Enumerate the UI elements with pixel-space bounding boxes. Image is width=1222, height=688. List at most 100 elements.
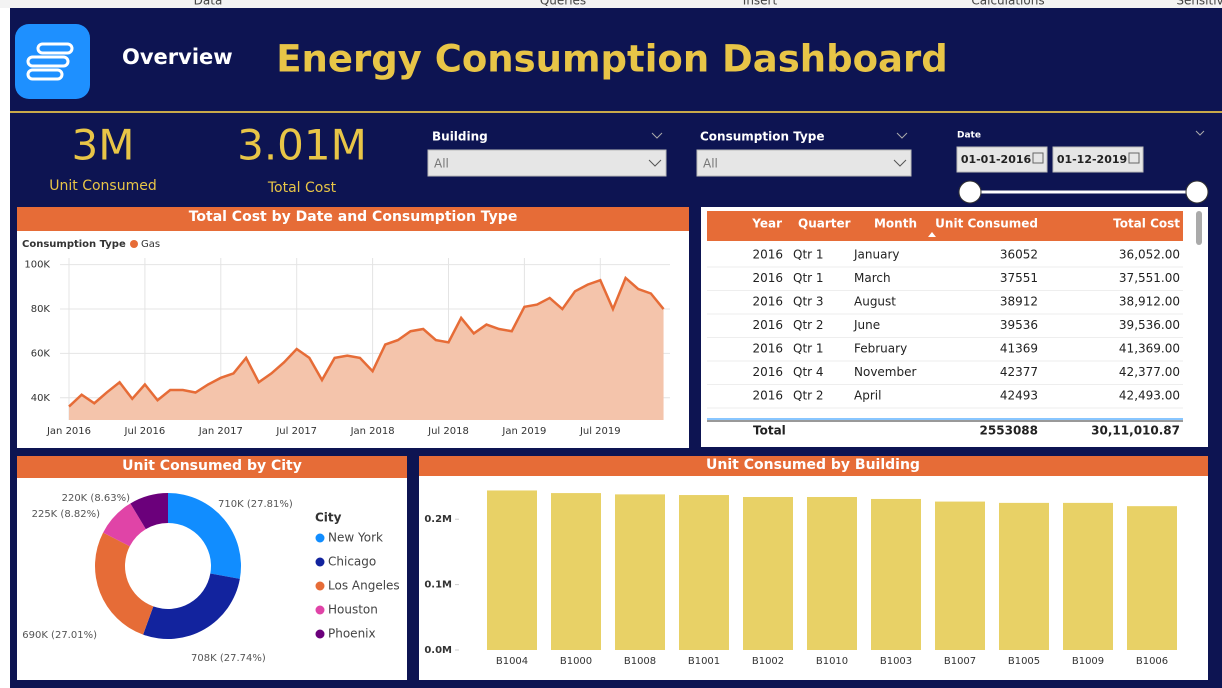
table-cell: 2016 — [752, 248, 783, 262]
data-label: 710K (27.81%) — [218, 499, 293, 510]
table-cell: 42493 — [1000, 389, 1038, 403]
date-input[interactable] — [956, 146, 1048, 173]
panel — [701, 207, 1208, 447]
y-tick-label: 80K — [31, 304, 51, 315]
filter-label: Consumption Type — [700, 130, 825, 144]
table-cell: Qtr 2 — [793, 318, 824, 332]
table-cell: Qtr 3 — [793, 295, 824, 309]
menu-tab[interactable]: Calculations — [971, 0, 1044, 8]
y-tick-label: 0.0M — [424, 645, 452, 656]
table-cell: Qtr 4 — [793, 365, 824, 379]
menu-tab[interactable]: Sensitiv — [1176, 0, 1222, 8]
sort-arrow[interactable] — [928, 232, 936, 237]
calendar-icon — [1128, 152, 1140, 164]
table-cell: January — [853, 248, 900, 262]
table-total: 30,11,010.87 — [1091, 424, 1180, 438]
x-tick-label: B1000 — [560, 656, 592, 667]
type-dropdown[interactable]: All — [696, 149, 912, 177]
x-tick-label: B1008 — [624, 656, 656, 667]
table-header — [707, 211, 1183, 241]
legend-marker — [315, 533, 325, 543]
bar — [551, 493, 601, 650]
y-tick-label: 40K — [31, 393, 51, 404]
legend-label: Gas — [141, 239, 160, 250]
y-tick-label: 100K — [24, 260, 50, 271]
table-cell: February — [854, 342, 907, 356]
table-cell: August — [854, 295, 896, 309]
table-cell: Qtr 2 — [793, 389, 824, 403]
column-header: Quarter — [798, 217, 851, 231]
data-label: 708K (27.74%) — [191, 653, 266, 664]
dropdown-value: All — [434, 157, 449, 171]
chart-title: Unit Consumed by City — [122, 458, 302, 474]
donut-slice — [95, 532, 154, 635]
line — [68, 275, 665, 408]
table-cell: Qtr 1 — [793, 271, 824, 285]
calendar-icon — [1032, 152, 1044, 164]
legend-marker — [315, 581, 325, 591]
menu-tab[interactable]: Queries — [540, 0, 586, 8]
x-tick-label: B1006 — [1136, 656, 1168, 667]
legend-marker — [315, 557, 325, 567]
table-total: 2553088 — [980, 424, 1038, 438]
chevron — [893, 159, 907, 167]
dashboard-title: Energy Consumption Dashboard — [276, 38, 947, 81]
donut-slice — [103, 503, 146, 547]
slider-handle[interactable] — [958, 180, 982, 204]
table-cell: June — [853, 318, 880, 332]
data-label: 220K (8.63%) — [62, 493, 130, 504]
legend-marker — [130, 240, 138, 248]
chevron — [651, 132, 663, 139]
legend-label: Chicago — [328, 555, 376, 569]
table-cell: 2016 — [752, 389, 783, 403]
y-tick-label: 0.1M — [424, 580, 452, 591]
date-input[interactable] — [1052, 146, 1144, 173]
panel-header — [17, 456, 407, 478]
x-tick-label: Jan 2016 — [46, 426, 91, 437]
menu-tab[interactable]: Insert — [743, 0, 778, 8]
y-tick-label: 60K — [31, 348, 51, 359]
kpi-value: 3.01M — [237, 121, 367, 170]
chevron — [896, 132, 908, 139]
menu-tab[interactable]: Data — [194, 0, 223, 8]
table-cell: 42377 — [1000, 365, 1038, 379]
legend-title: City — [315, 511, 342, 525]
building-dropdown[interactable]: All — [427, 149, 667, 177]
scrollbar[interactable] — [1196, 211, 1202, 245]
y-tick-label: 0.2M — [424, 514, 452, 525]
bar — [679, 495, 729, 650]
x-tick-label: B1002 — [752, 656, 784, 667]
kpi-label: Unit Consumed — [49, 178, 156, 194]
bar — [935, 501, 985, 650]
table-total: Total — [753, 424, 786, 438]
table-cell: 37551 — [1000, 271, 1038, 285]
table-cell: 38,912.00 — [1119, 295, 1180, 309]
table-cell: Qtr 1 — [793, 248, 824, 262]
x-tick-label: Jul 2016 — [124, 426, 166, 437]
slider-handle[interactable] — [1185, 180, 1209, 204]
legend-marker — [315, 629, 325, 639]
table-cell: 39536 — [1000, 318, 1038, 332]
x-tick-label: Jan 2019 — [501, 426, 546, 437]
chevron — [648, 159, 662, 167]
data-label: 690K (27.01%) — [22, 630, 97, 641]
column-header: Unit Consumed — [935, 217, 1038, 231]
table-cell: 2016 — [752, 318, 783, 332]
dropdown-box[interactable] — [427, 149, 667, 177]
x-tick-label: Jul 2019 — [579, 426, 621, 437]
date-from: 01-01-2016 — [961, 153, 1032, 166]
table-cell: 39,536.00 — [1119, 318, 1180, 332]
table-cell: 41369 — [1000, 342, 1038, 356]
column-header: Year — [751, 217, 782, 231]
logo — [15, 24, 90, 99]
legend-marker — [315, 605, 325, 615]
x-tick-label: B1010 — [816, 656, 848, 667]
page-name: Overview — [122, 45, 233, 69]
table-cell: 36052 — [1000, 248, 1038, 262]
logo-icon — [26, 42, 74, 81]
dropdown-box[interactable] — [696, 149, 912, 177]
date-to: 01-12-2019 — [1057, 153, 1127, 166]
x-tick-label: Jul 2017 — [275, 426, 317, 437]
